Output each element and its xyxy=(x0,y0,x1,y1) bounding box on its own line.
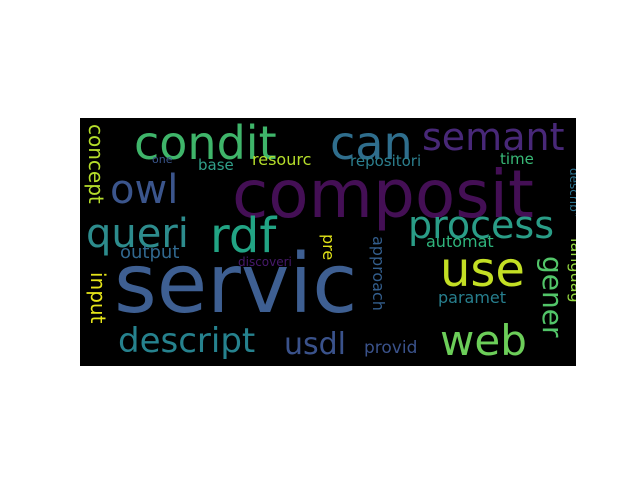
word-output: output xyxy=(120,242,180,263)
word-queri: queri xyxy=(86,211,189,257)
word-web: web xyxy=(440,316,527,365)
word-pre: pre xyxy=(319,234,338,261)
word-resourc: resourc xyxy=(252,150,312,169)
word-rdf: rdf xyxy=(210,208,277,264)
word-usdl: usdl xyxy=(284,327,347,362)
word-condit: condit xyxy=(134,118,277,170)
word-concept: concept xyxy=(84,124,108,204)
word-approach: approach xyxy=(369,236,388,311)
word-semant: semant xyxy=(422,118,565,159)
word-input: input xyxy=(86,272,110,324)
word-cloud: servic composit condit can semant owl rd… xyxy=(80,118,576,366)
word-gener: gener xyxy=(536,256,569,338)
word-one: one xyxy=(152,153,173,166)
word-composit: composit xyxy=(232,156,534,233)
word-automat: automat xyxy=(426,232,494,251)
word-provid: provid xyxy=(364,338,418,358)
word-languag: languag xyxy=(567,238,576,303)
word-can: can xyxy=(330,118,413,170)
word-repositori: repositori xyxy=(350,152,422,170)
word-time: time xyxy=(500,150,534,168)
word-describ: describ" xyxy=(567,168,576,218)
word-owl: owl xyxy=(110,167,179,213)
word-use: use xyxy=(440,242,525,298)
word-descript: descript xyxy=(118,321,256,361)
word-discoveri: discoveri xyxy=(238,255,292,269)
word-base: base xyxy=(198,156,234,174)
word-process: process xyxy=(408,203,555,247)
word-servic: servic xyxy=(114,237,358,332)
word-paramet: paramet xyxy=(438,288,507,307)
